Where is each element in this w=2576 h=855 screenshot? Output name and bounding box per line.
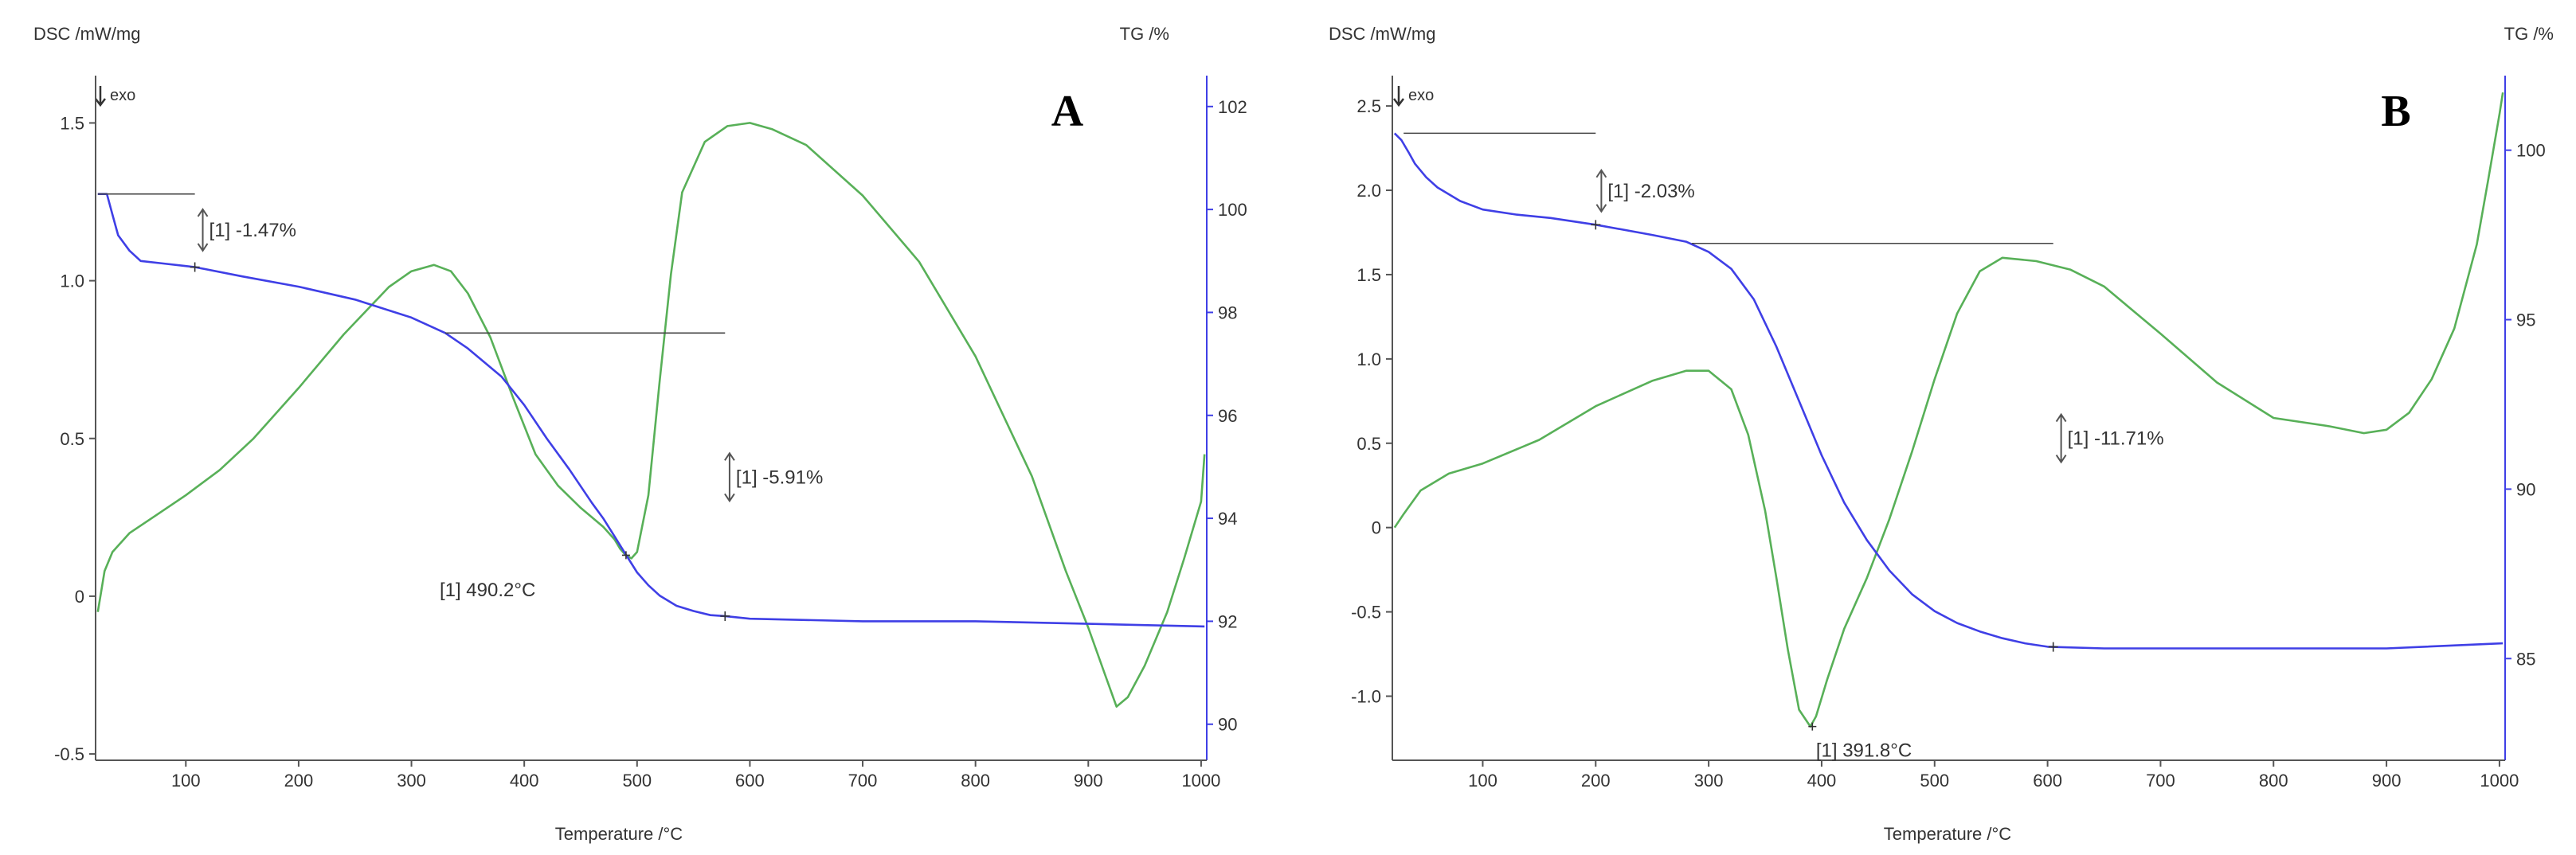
panel-letter: B [2381,87,2410,136]
x-tick-label: 900 [2372,771,2402,791]
x-tick-label: 100 [171,771,201,791]
x-tick-label: 600 [735,771,765,791]
x-tick-label: 600 [2033,771,2062,791]
series-line-dsc [1393,92,2504,728]
x-tick-label: 700 [848,771,878,791]
xlabel: Temperature /°C [1884,824,2012,844]
y-tick-label-left: 2.0 [1357,181,1381,201]
x-tick-label: 800 [2259,771,2288,791]
peak-marker [621,551,630,560]
exo-arrow-icon [95,86,106,107]
x-tick-label: 800 [961,771,990,791]
step-arrow-icon [2055,412,2067,464]
y-tick-label-left: 2.5 [1357,96,1381,116]
y-tick-label-right: 90 [1218,715,1237,735]
annotation-label: [1] 391.8°C [1816,740,1912,761]
y-tick-label-right: 100 [1218,200,1247,220]
y-tick-label-right: 102 [1218,97,1247,117]
annotation-label: [1] 490.2°C [440,580,535,601]
y-tick-label-right: 95 [2516,310,2535,330]
y-tick-label-left: 1.0 [1357,349,1381,369]
y-tick-label-right: 85 [2516,649,2535,669]
x-tick-label: 700 [2146,771,2175,791]
series-line-tg [97,193,1205,628]
exo-label: exo [1408,87,1434,104]
y-tick-label-right: 100 [2516,141,2546,161]
y-tick-label-left: 0.5 [1357,434,1381,454]
x-tick-label: 300 [397,771,426,791]
chart-panel-b: DSC /mW/mg TG /% Temperature /°C B exo 1… [1329,24,2554,844]
x-tick-label: 1000 [1181,771,1220,791]
y-tick-label-left: 1.0 [60,271,84,291]
annotation-label: [1] -11.71% [2068,428,2164,450]
y-tick-label-left: 0 [75,587,84,607]
ylabel-left: DSC /mW/mg [33,24,140,44]
y-tick-label-right: 92 [1218,611,1237,631]
xlabel: Temperature /°C [555,824,683,844]
y-tick-label-left: 0 [1372,518,1381,538]
y-tick-label-left: 1.5 [60,113,84,133]
y-tick-label-right: 98 [1218,303,1237,322]
chart-panel-a: DSC /mW/mg TG /% Temperature /°C A exo 1… [33,24,1247,844]
y-tick-label-left: -1.0 [1351,687,1381,707]
x-tick-label: 400 [1807,771,1837,791]
x-tick-label: 400 [510,771,539,791]
y-tick-label-left: -0.5 [1351,603,1381,623]
ylabel-right: TG /% [2504,24,2554,44]
annotation-label: [1] -5.91% [736,467,823,488]
ylabel-left: DSC /mW/mg [1329,24,1435,44]
step-marker [720,611,730,621]
x-tick-label: 500 [1920,771,1949,791]
panel-letter: A [1051,87,1084,136]
y-tick-label-left: 1.5 [1357,265,1381,285]
exo-label: exo [110,87,135,104]
x-tick-label: 900 [1074,771,1103,791]
x-tick-label: 1000 [2480,771,2519,791]
ylabel-right: TG /% [1120,24,1169,44]
x-tick-label: 500 [622,771,652,791]
step-arrow-icon [197,208,209,252]
series-line-dsc [96,122,1206,708]
x-tick-label: 100 [1468,771,1497,791]
y-tick-label-left: -0.5 [54,744,84,764]
exo-arrow-icon [1393,86,1404,107]
series-line-tg [1393,132,2504,650]
x-tick-label: 200 [284,771,314,791]
y-tick-label-right: 90 [2516,479,2535,499]
step-marker [190,262,200,272]
step-arrow-icon [724,451,735,503]
annotation-label: [1] -1.47% [209,220,296,241]
peak-marker [1808,722,1817,731]
x-tick-label: 300 [1694,771,1724,791]
step-marker [2048,642,2058,652]
y-tick-label-right: 94 [1218,509,1237,529]
y-tick-label-right: 96 [1218,406,1237,426]
annotation-label: [1] -2.03% [1607,181,1694,202]
step-arrow-icon [1595,168,1607,213]
step-marker [1591,220,1601,230]
y-tick-label-left: 0.5 [60,429,84,449]
x-tick-label: 200 [1581,771,1611,791]
